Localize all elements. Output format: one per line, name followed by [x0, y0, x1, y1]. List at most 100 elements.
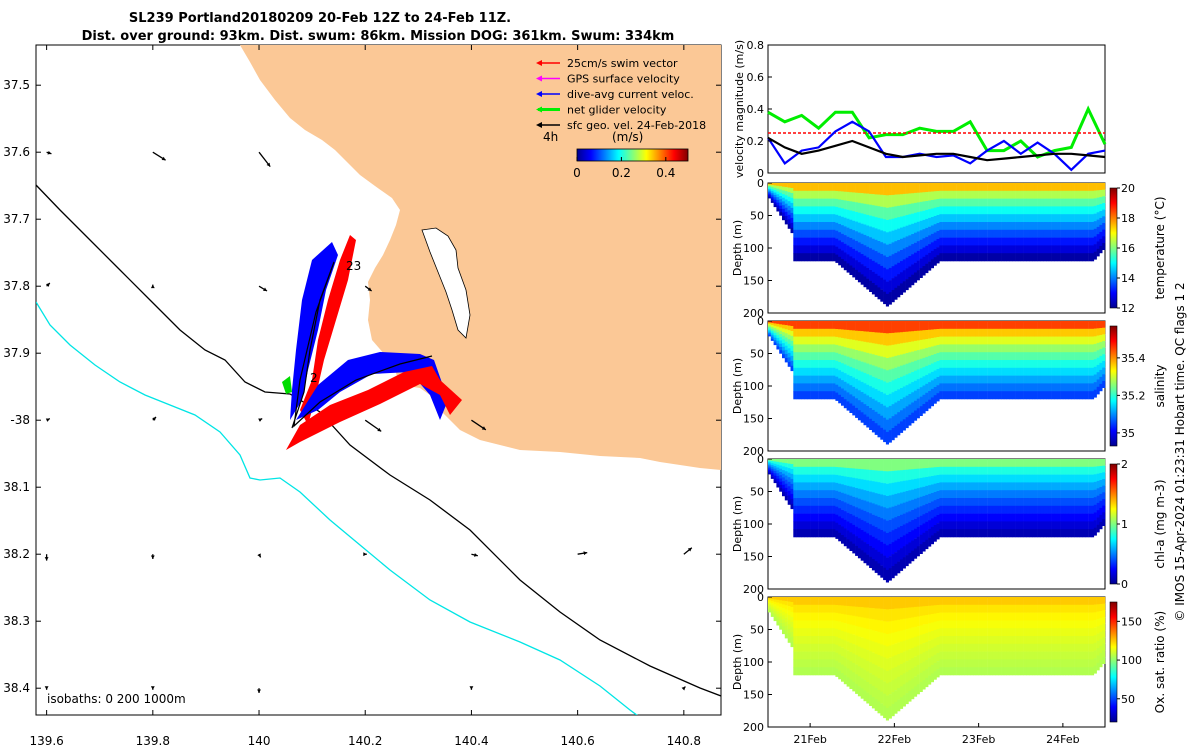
section-cell	[768, 328, 772, 331]
section-cell	[885, 281, 889, 295]
section-cell	[1026, 667, 1030, 676]
section-cell	[827, 490, 831, 499]
section-cell	[891, 566, 895, 579]
section-cell	[815, 667, 819, 676]
section-cell	[897, 400, 901, 413]
section-cell	[818, 659, 822, 668]
section-cell	[964, 360, 968, 369]
section-cell	[1088, 214, 1092, 223]
section-cell	[967, 604, 971, 613]
section-cell	[798, 474, 802, 483]
section-cell	[1026, 482, 1030, 491]
section-cell	[953, 482, 957, 491]
section-cell	[801, 237, 805, 246]
section-cell	[998, 521, 1002, 530]
section-cell	[989, 659, 993, 668]
section-cell	[1017, 237, 1021, 246]
section-cell	[841, 225, 845, 234]
isobath-1000m	[36, 301, 638, 715]
section-cell	[849, 633, 853, 644]
section-cell	[841, 354, 845, 364]
section-cell	[953, 352, 957, 361]
section-cell	[768, 186, 772, 188]
section-cell	[961, 375, 965, 384]
section-cell	[1082, 229, 1086, 238]
section-cell	[1060, 391, 1064, 400]
section-cell	[1040, 375, 1044, 384]
section-cell	[1085, 482, 1089, 491]
section-cell	[950, 391, 954, 400]
section-cell	[818, 490, 822, 499]
section-cell	[1043, 344, 1047, 353]
section-cell	[810, 490, 814, 499]
section-cell	[942, 198, 946, 207]
section-cell	[784, 487, 788, 493]
section-cell	[1088, 474, 1092, 483]
depth-tick-label: 200	[743, 307, 764, 320]
section-cell	[1006, 375, 1010, 384]
section-cell	[1062, 643, 1066, 652]
section-cell	[1037, 360, 1041, 369]
section-cell	[824, 490, 828, 499]
section-cell	[843, 191, 847, 201]
section-cell	[1001, 344, 1005, 353]
section-cell	[930, 656, 934, 666]
section-cell	[992, 245, 996, 254]
section-cell	[933, 387, 937, 396]
section-cell	[1015, 521, 1019, 530]
section-cell	[838, 199, 842, 208]
section-cell	[843, 235, 847, 245]
section-cell	[1043, 183, 1047, 192]
section-cell	[1029, 367, 1033, 376]
section-cell	[950, 636, 954, 645]
section-cell	[810, 206, 814, 215]
section-cell	[953, 459, 957, 468]
section-cell	[779, 485, 783, 489]
section-cell	[959, 367, 963, 376]
section-cell	[888, 333, 892, 346]
section-cell	[1020, 513, 1024, 522]
section-cell	[1079, 667, 1083, 676]
section-cell	[866, 236, 870, 247]
section-cell	[916, 330, 920, 341]
velocity-series-line	[767, 120, 1106, 172]
section-cell	[1020, 498, 1024, 507]
section-cell	[846, 227, 850, 237]
section-cell	[928, 191, 932, 201]
section-cell	[1026, 474, 1030, 483]
section-cell	[877, 493, 881, 506]
section-cell	[1091, 636, 1095, 645]
section-cell	[956, 529, 960, 538]
section-cell	[790, 335, 794, 342]
section-cell	[880, 494, 884, 507]
section-cell	[784, 463, 788, 468]
section-cell	[1015, 498, 1019, 507]
section-cell	[992, 237, 996, 246]
section-cell	[1051, 352, 1055, 361]
section-cell	[950, 651, 954, 660]
section-cell	[857, 597, 861, 608]
section-cell	[1088, 597, 1092, 606]
section-cell	[989, 383, 993, 392]
section-cell	[981, 245, 985, 254]
section-cell	[970, 190, 974, 199]
section-cell	[779, 481, 783, 486]
section-cell	[838, 613, 842, 622]
section-cell	[1071, 482, 1075, 491]
section-cell	[942, 636, 946, 645]
section-cell	[1071, 214, 1075, 223]
section-cell	[967, 183, 971, 192]
section-cell	[804, 253, 808, 262]
section-cell	[888, 267, 892, 281]
section-cell	[900, 421, 904, 433]
section-cell	[885, 395, 889, 408]
section-cell	[947, 529, 951, 538]
section-cell	[995, 529, 999, 538]
section-cell	[978, 490, 982, 499]
section-cell	[928, 666, 932, 676]
section-cell	[779, 465, 783, 469]
legend-arrowhead	[536, 91, 542, 97]
section-cell	[885, 496, 889, 509]
section-cell	[950, 659, 954, 668]
section-cell	[1020, 328, 1024, 337]
